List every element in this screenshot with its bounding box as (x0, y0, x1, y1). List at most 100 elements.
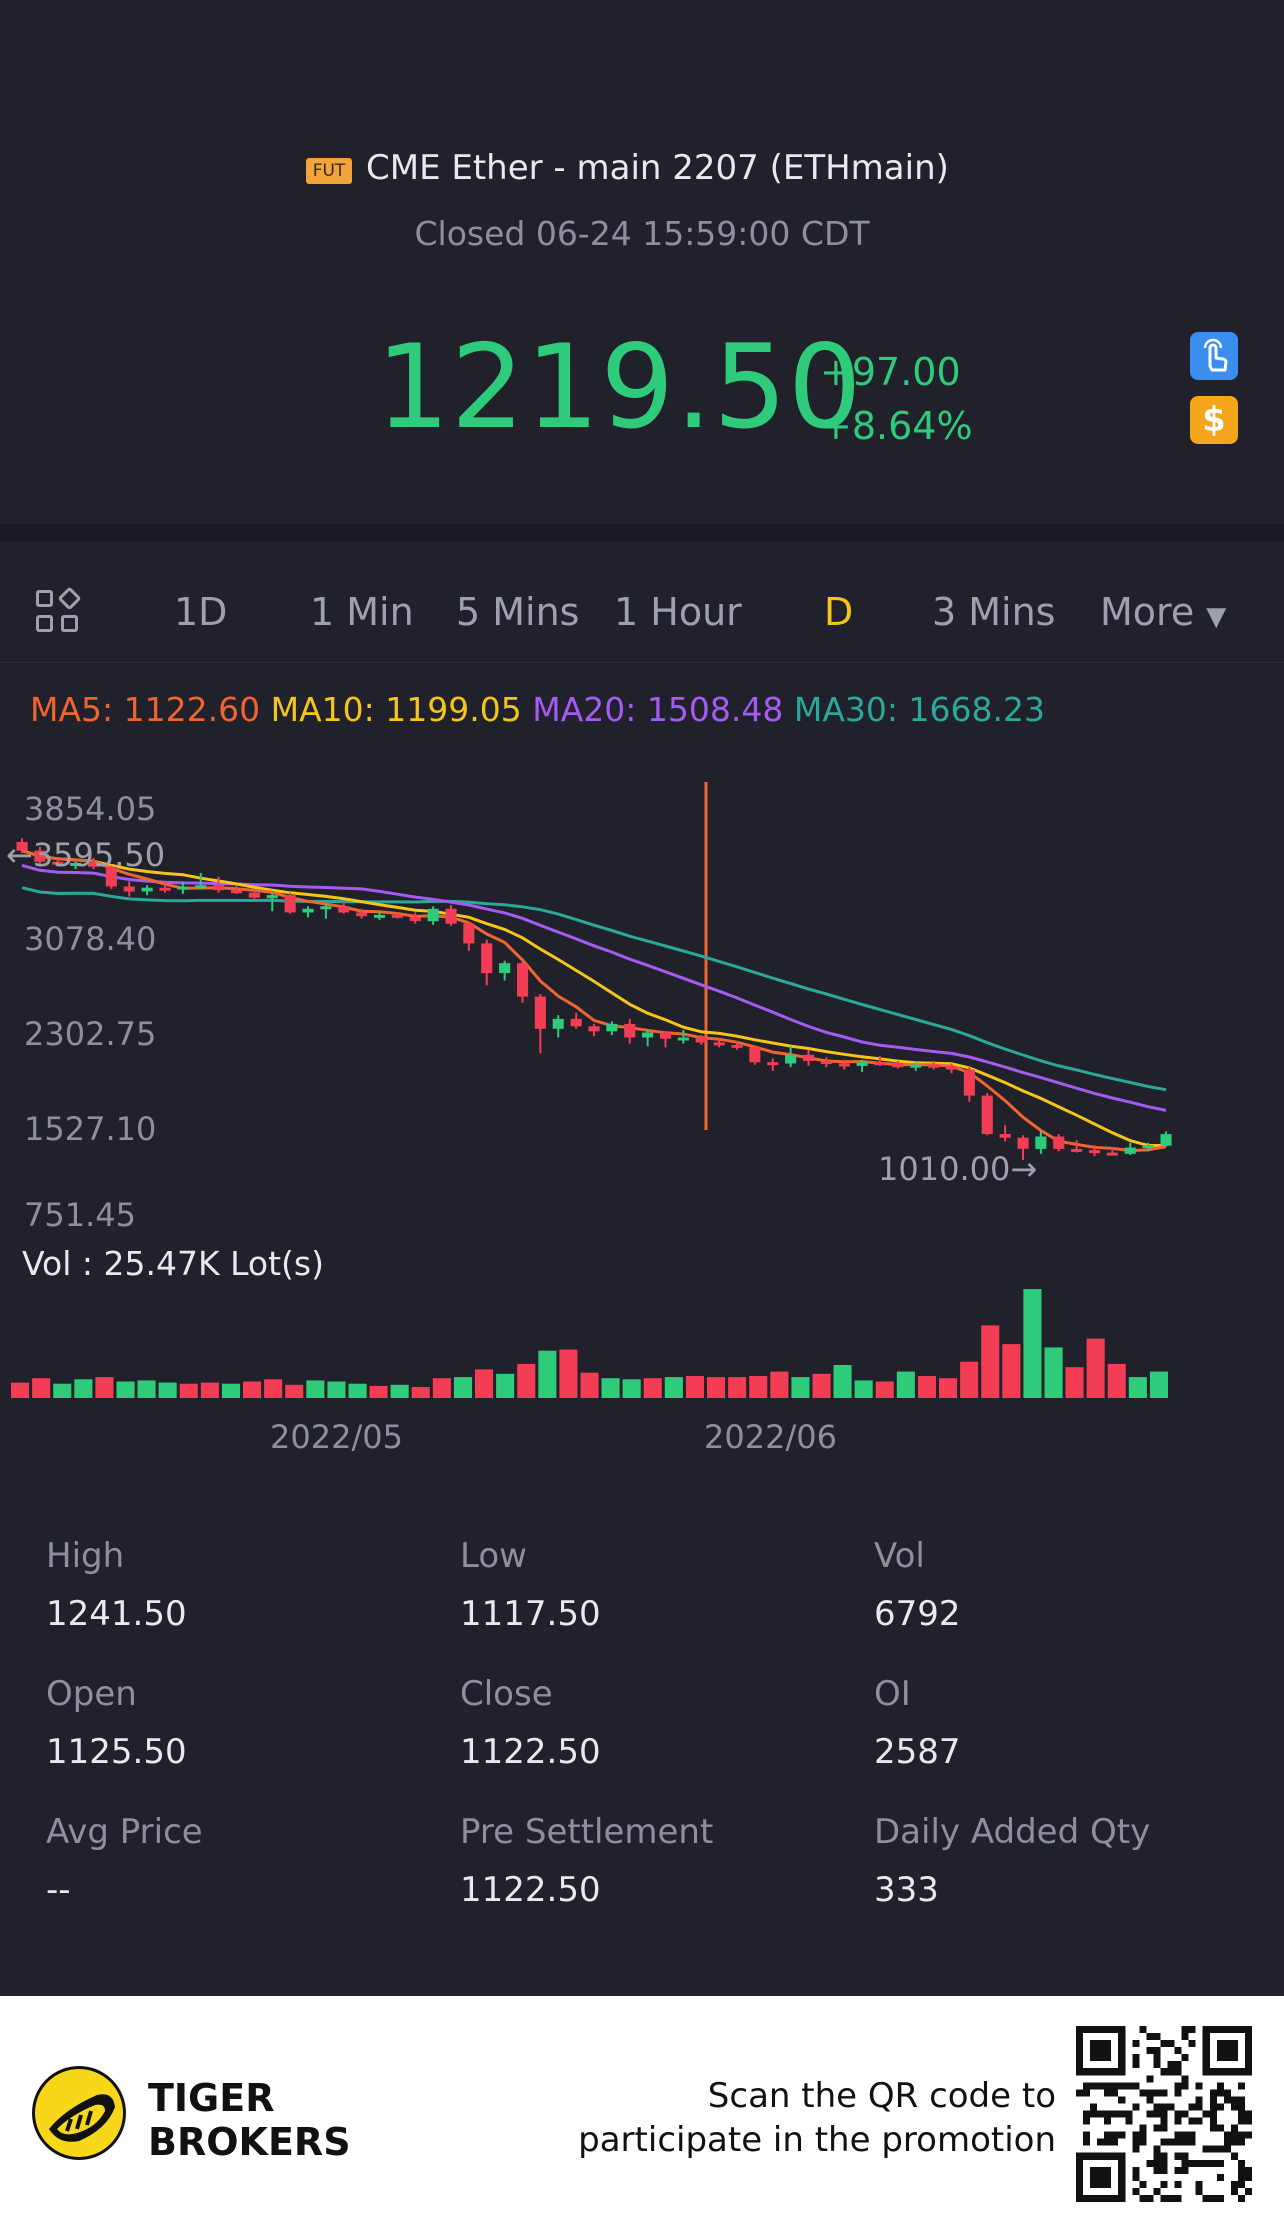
qr-module (1146, 2159, 1154, 2167)
qr-module (1223, 2138, 1231, 2146)
qr-module (1195, 2159, 1203, 2167)
tab-more[interactable]: More ▼ (1100, 590, 1226, 634)
brand-name-line1: TIGER (148, 2076, 275, 2120)
qr-module (1181, 2033, 1189, 2041)
qr-module (1146, 2096, 1154, 2104)
qr-module (1090, 2110, 1098, 2118)
qr-module (1083, 2117, 1091, 2125)
y-tick: 751.45 (24, 1196, 136, 1234)
volume-label: Vol : 25.47K Lot(s) (22, 1244, 324, 1283)
candle (928, 1064, 940, 1068)
volume-bar (200, 1382, 219, 1398)
volume-bar (791, 1377, 810, 1398)
tiger-logo-icon (32, 2066, 126, 2160)
qr-module (1195, 2117, 1203, 2125)
qr-module (1209, 2096, 1217, 2104)
qr-module (1153, 2103, 1161, 2111)
qr-module (1174, 2068, 1182, 2076)
tab-daily[interactable]: D (824, 590, 854, 634)
layout-grid-icon[interactable] (36, 586, 82, 636)
candle (767, 1062, 779, 1066)
qr-module (1146, 2110, 1154, 2118)
qr-module (1174, 2110, 1182, 2118)
stat-value: 2587 (874, 1732, 961, 1772)
tab-3-mins[interactable]: 3 Mins (932, 590, 1056, 634)
qr-module (1139, 2131, 1147, 2139)
tab-1-hour[interactable]: 1 Hour (614, 590, 742, 634)
futures-badge: FUT (306, 158, 352, 184)
qr-module (1195, 2082, 1203, 2090)
qr-module (1083, 2110, 1091, 2118)
touch-icon[interactable] (1190, 332, 1238, 380)
volume-bar (728, 1377, 747, 1398)
high-marker-arrow: ← (6, 836, 33, 874)
qr-module (1153, 2145, 1161, 2153)
qr-module (1237, 2194, 1245, 2202)
candle (481, 943, 493, 974)
candle (624, 1023, 636, 1038)
instrument-title[interactable]: CME Ether - main 2207 (ETHmain) (366, 148, 949, 188)
tab-1d[interactable]: 1D (174, 590, 228, 634)
qr-module (1237, 2082, 1245, 2090)
volume-bar (11, 1382, 30, 1398)
qr-module (1083, 2082, 1091, 2090)
candle (1089, 1150, 1101, 1154)
y-tick: 3078.40 (24, 920, 157, 958)
qr-module (1216, 2173, 1224, 2181)
qr-module (1167, 2068, 1175, 2076)
volume-bar (707, 1377, 726, 1398)
dollar-icon[interactable]: $ (1190, 396, 1238, 444)
volume-bar (664, 1377, 683, 1398)
qr-module (1160, 2040, 1168, 2048)
qr-module (1174, 2047, 1182, 2055)
candle (946, 1065, 958, 1070)
qr-module (1223, 2096, 1231, 2104)
qr-module (1244, 2110, 1252, 2118)
qr-module (1153, 2047, 1161, 2055)
volume-bar (875, 1381, 894, 1398)
qr-module (1132, 2131, 1140, 2139)
candle (785, 1054, 797, 1064)
volume-bar (601, 1378, 620, 1398)
qr-module (1153, 2110, 1161, 2118)
qr-module (1104, 2089, 1112, 2097)
stat-value: 1117.50 (460, 1594, 601, 1634)
qr-module (1181, 2138, 1189, 2146)
qr-code[interactable] (1076, 2026, 1252, 2202)
qr-module (1076, 2089, 1084, 2097)
tab-5-mins[interactable]: 5 Mins (456, 590, 580, 634)
volume-bar (960, 1361, 979, 1398)
volume-bar (643, 1378, 662, 1398)
candle (838, 1063, 850, 1067)
qr-module (1160, 2138, 1168, 2146)
qr-module (1174, 2131, 1182, 2139)
qr-module (1111, 2138, 1119, 2146)
qr-module (1202, 2159, 1210, 2167)
qr-module (1139, 2026, 1147, 2034)
y-tick: 1527.10 (24, 1110, 157, 1148)
candle (52, 861, 64, 865)
qr-module (1139, 2194, 1147, 2202)
qr-module (1160, 2152, 1168, 2160)
tab-1-min[interactable]: 1 Min (310, 590, 414, 634)
volume-bar (939, 1378, 958, 1398)
stat-label: Avg Price (46, 1812, 203, 1852)
qr-module (1181, 2026, 1189, 2034)
low-marker-value: 1010.00 (878, 1150, 1011, 1188)
qr-module (1195, 2096, 1203, 2104)
volume-bar (1044, 1347, 1063, 1398)
volume-bar (411, 1387, 430, 1398)
candlestick-chart[interactable] (0, 760, 1284, 1450)
volume-bar (221, 1383, 240, 1398)
qr-module (1160, 2103, 1168, 2111)
candle (338, 906, 350, 913)
qr-module (1216, 2145, 1224, 2153)
qr-module (1195, 2187, 1203, 2195)
candle (713, 1042, 725, 1046)
qr-module (1174, 2061, 1182, 2069)
candle (248, 892, 260, 898)
y-tick: 3854.05 (24, 790, 157, 828)
qr-module (1153, 2033, 1161, 2041)
price-change: +97.00 (820, 350, 961, 394)
volume-bar (32, 1378, 51, 1398)
